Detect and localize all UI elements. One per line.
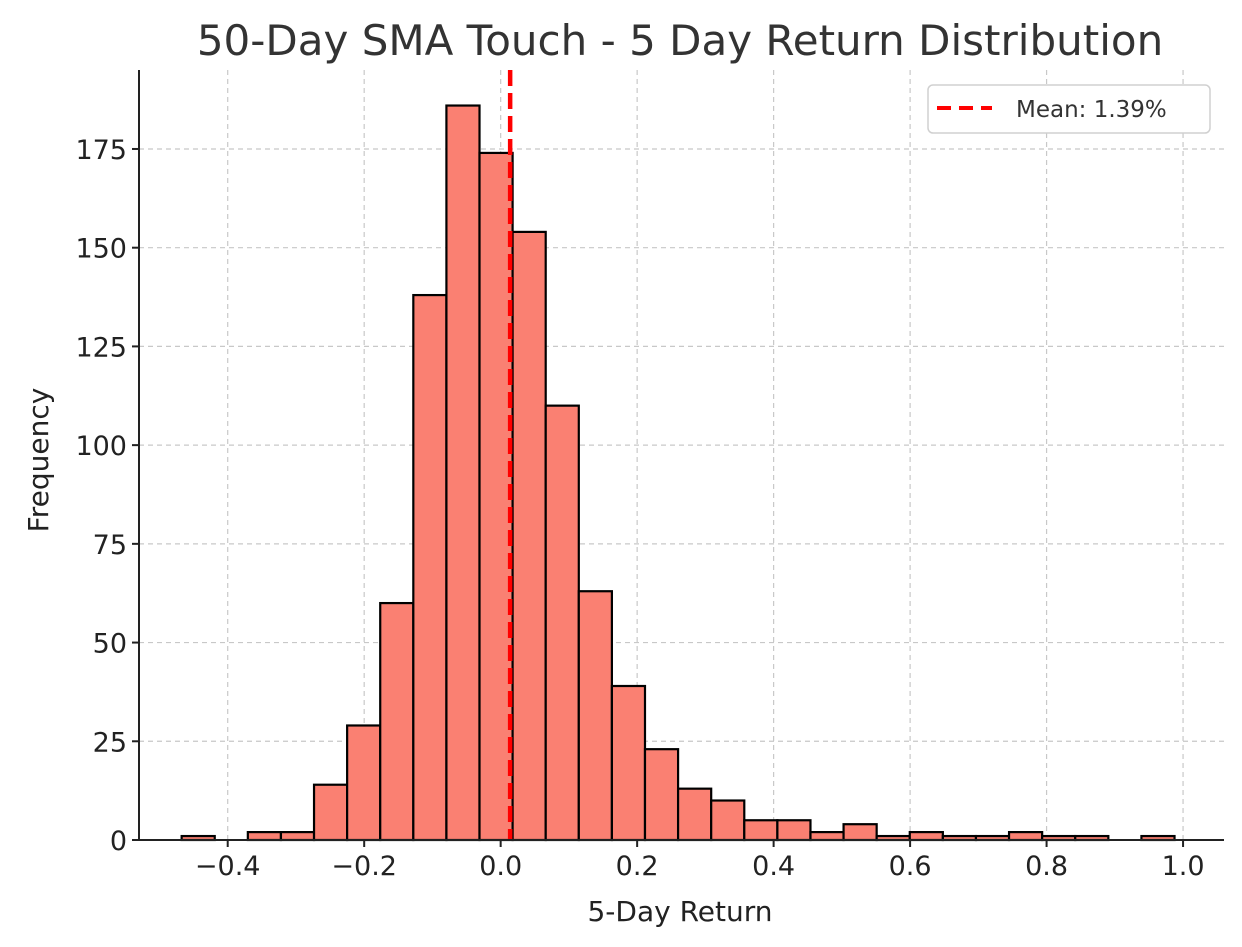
histogram-bar xyxy=(544,404,580,842)
histogram-bar xyxy=(511,230,547,842)
y-tick-label: 100 xyxy=(75,431,127,462)
histogram-bar xyxy=(610,684,647,842)
histogram-bar xyxy=(312,783,349,842)
y-tick-label: 150 xyxy=(75,234,127,265)
histogram-bar xyxy=(676,787,713,842)
histogram-bar xyxy=(379,601,415,842)
y-tick-label: 50 xyxy=(93,629,127,660)
grid xyxy=(139,70,1224,840)
legend-frame xyxy=(927,84,1211,134)
histogram-bar xyxy=(279,831,316,842)
histogram-bar xyxy=(1007,831,1044,842)
x-tick-label: 0.8 xyxy=(1025,851,1068,882)
histogram-bar xyxy=(346,724,382,842)
x-axis-label: 5-Day Return xyxy=(587,895,772,928)
histogram-bar xyxy=(577,590,613,842)
legend: Mean: 1.39% xyxy=(927,84,1211,134)
histogram-bar xyxy=(445,104,481,842)
histogram-bar xyxy=(776,819,812,842)
axes xyxy=(138,70,1224,841)
histogram-bar xyxy=(743,819,779,842)
x-tick-label: 0.0 xyxy=(479,851,522,882)
histogram-bar xyxy=(908,831,944,842)
y-tick-label: 175 xyxy=(75,135,127,166)
chart-title: 50-Day SMA Touch - 5 Day Return Distribu… xyxy=(197,16,1163,65)
y-tick-label: 75 xyxy=(93,530,127,561)
x-tick-label: −0.4 xyxy=(195,851,261,882)
histogram-bar xyxy=(643,748,680,842)
x-tick-label: 0.2 xyxy=(616,851,659,882)
y-axis-label: Frequency xyxy=(22,388,55,533)
histogram-bar xyxy=(809,831,845,842)
x-tick-label: 0.6 xyxy=(889,851,932,882)
x-tick-label: 0.4 xyxy=(752,851,795,882)
ticks: −0.4 −0.2 0.0 0.2 0.4 0.6 0.8 1.0 0 25 50 75 100 125 1… xyxy=(75,135,1204,882)
bars xyxy=(180,104,1176,842)
histogram-bar xyxy=(246,831,283,842)
y-tick-label: 25 xyxy=(93,727,127,758)
legend-mean-label: Mean: 1.39% xyxy=(1016,97,1167,123)
histogram-bar xyxy=(412,293,448,842)
x-tick-label: 1.0 xyxy=(1162,851,1205,882)
histogram-bar xyxy=(710,799,746,842)
x-tick-label: −0.2 xyxy=(331,851,397,882)
y-tick-label: 125 xyxy=(75,332,127,363)
y-tick-label: 0 xyxy=(110,826,127,857)
histogram-bar xyxy=(842,823,878,842)
histogram-bar xyxy=(478,151,514,842)
